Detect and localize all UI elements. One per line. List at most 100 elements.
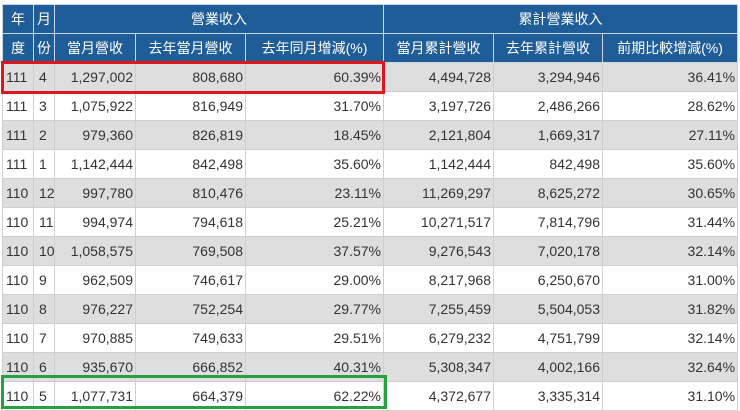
cell-year: 111 <box>2 149 34 179</box>
cell-last-year-cumulative-revenue: 3,335,314 <box>493 381 603 411</box>
cell-last-year-cumulative-revenue: 1,669,317 <box>493 120 603 150</box>
cell-last-year-cumulative-revenue: 7,020,178 <box>493 236 603 266</box>
cell-month: 4 <box>33 62 55 92</box>
cell-month: 7 <box>33 323 55 353</box>
cell-last-year-monthly-revenue: 666,852 <box>135 352 246 382</box>
cell-cumulative-change: 31.44% <box>601 207 739 237</box>
table-row: 111 1 1,142,444 842,498 35.60% 1,142,444… <box>2 149 739 179</box>
header-row-bottom: 度 份 當月營收 去年當月營收 去年同月增減(%) 當月累計營收 去年累計營收 … <box>2 33 739 63</box>
cell-year: 110 <box>2 323 34 353</box>
cell-year: 110 <box>2 178 34 208</box>
cell-month: 10 <box>33 236 55 266</box>
cell-year: 111 <box>2 120 34 150</box>
cell-year: 110 <box>2 236 34 266</box>
cell-monthly-revenue: 979,360 <box>54 120 136 150</box>
cell-monthly-revenue: 997,780 <box>54 178 136 208</box>
cell-last-year-cumulative-revenue: 2,486,266 <box>493 91 603 121</box>
header-month-top: 月 <box>33 4 55 34</box>
cell-last-year-monthly-revenue: 746,617 <box>135 265 246 295</box>
cell-cumulative-revenue: 4,494,728 <box>383 62 494 92</box>
table-row: 110 9 962,509 746,617 29.00% 8,217,968 6… <box>2 265 739 295</box>
cell-cumulative-change: 32.14% <box>601 236 739 266</box>
cell-cumulative-revenue: 8,217,968 <box>383 265 494 295</box>
cell-cumulative-change: 36.41% <box>601 62 739 92</box>
header-cumulative-change: 前期比較增減(%) <box>601 33 739 63</box>
cell-yoy-change: 31.70% <box>245 91 384 121</box>
table-row: 111 3 1,075,922 816,949 31.70% 3,197,726… <box>2 91 739 121</box>
header-month-bottom: 份 <box>33 33 55 63</box>
cell-yoy-change: 29.00% <box>245 265 384 295</box>
cell-last-year-cumulative-revenue: 4,751,799 <box>493 323 603 353</box>
header-row-top: 年 月 營業收入 累計營業收入 <box>2 4 739 34</box>
header-year-bottom: 度 <box>2 33 34 63</box>
cell-yoy-change: 60.39% <box>245 62 384 92</box>
revenue-table-container: 年 月 營業收入 累計營業收入 度 份 當月營收 去年當月營收 去年同月增減(%… <box>2 4 739 411</box>
header-last-year-monthly-revenue: 去年當月營收 <box>135 33 246 63</box>
cell-cumulative-change: 27.11% <box>601 120 739 150</box>
cell-last-year-monthly-revenue: 808,680 <box>135 62 246 92</box>
cell-cumulative-change: 31.10% <box>601 381 739 411</box>
cell-yoy-change: 37.57% <box>245 236 384 266</box>
cell-last-year-cumulative-revenue: 4,002,166 <box>493 352 603 382</box>
table-row: 110 8 976,227 752,254 29.77% 7,255,459 5… <box>2 294 739 324</box>
cell-monthly-revenue: 976,227 <box>54 294 136 324</box>
cell-monthly-revenue: 1,058,575 <box>54 236 136 266</box>
header-year-top: 年 <box>2 4 34 34</box>
cell-monthly-revenue: 970,885 <box>54 323 136 353</box>
cell-last-year-cumulative-revenue: 3,294,946 <box>493 62 603 92</box>
monthly-revenue-table: 年 月 營業收入 累計營業收入 度 份 當月營收 去年當月營收 去年同月增減(%… <box>2 4 739 411</box>
cell-cumulative-change: 31.00% <box>601 265 739 295</box>
cell-cumulative-revenue: 5,308,347 <box>383 352 494 382</box>
cell-cumulative-revenue: 7,255,459 <box>383 294 494 324</box>
cell-month: 3 <box>33 91 55 121</box>
cell-month: 5 <box>33 381 55 411</box>
table-row: 110 11 994,974 794,618 25.21% 10,271,517… <box>2 207 739 237</box>
cell-year: 110 <box>2 265 34 295</box>
cell-monthly-revenue: 935,670 <box>54 352 136 382</box>
cell-year: 111 <box>2 62 34 92</box>
cell-cumulative-revenue: 4,372,677 <box>383 381 494 411</box>
cell-cumulative-revenue: 3,197,726 <box>383 91 494 121</box>
cell-last-year-cumulative-revenue: 8,625,272 <box>493 178 603 208</box>
cell-cumulative-revenue: 9,276,543 <box>383 236 494 266</box>
cell-yoy-change: 29.77% <box>245 294 384 324</box>
header-monthly-revenue: 當月營收 <box>54 33 136 63</box>
header-group-monthly-revenue: 營業收入 <box>54 4 384 34</box>
cell-last-year-monthly-revenue: 752,254 <box>135 294 246 324</box>
cell-monthly-revenue: 962,509 <box>54 265 136 295</box>
cell-cumulative-change: 35.60% <box>601 149 739 179</box>
cell-last-year-monthly-revenue: 749,633 <box>135 323 246 353</box>
cell-yoy-change: 29.51% <box>245 323 384 353</box>
cell-monthly-revenue: 1,075,922 <box>54 91 136 121</box>
cell-monthly-revenue: 994,974 <box>54 207 136 237</box>
cell-cumulative-change: 32.64% <box>601 352 739 382</box>
cell-year: 110 <box>2 207 34 237</box>
cell-year: 110 <box>2 381 34 411</box>
table-row: 110 5 1,077,731 664,379 62.22% 4,372,677… <box>2 381 739 411</box>
cell-year: 111 <box>2 91 34 121</box>
header-yoy-change: 去年同月增減(%) <box>245 33 384 63</box>
table-row: 111 4 1,297,002 808,680 60.39% 4,494,728… <box>2 62 739 92</box>
header-cumulative-revenue: 當月累計營收 <box>383 33 494 63</box>
cell-last-year-monthly-revenue: 769,508 <box>135 236 246 266</box>
cell-last-year-cumulative-revenue: 842,498 <box>493 149 603 179</box>
cell-last-year-monthly-revenue: 810,476 <box>135 178 246 208</box>
table-row: 110 10 1,058,575 769,508 37.57% 9,276,54… <box>2 236 739 266</box>
cell-cumulative-revenue: 11,269,297 <box>383 178 494 208</box>
cell-yoy-change: 62.22% <box>245 381 384 411</box>
cell-month: 9 <box>33 265 55 295</box>
cell-month: 6 <box>33 352 55 382</box>
cell-cumulative-revenue: 6,279,232 <box>383 323 494 353</box>
cell-last-year-cumulative-revenue: 7,814,796 <box>493 207 603 237</box>
cell-year: 110 <box>2 294 34 324</box>
cell-last-year-monthly-revenue: 816,949 <box>135 91 246 121</box>
header-group-cumulative-revenue: 累計營業收入 <box>382 4 739 34</box>
table-row: 110 7 970,885 749,633 29.51% 6,279,232 4… <box>2 323 739 353</box>
cell-yoy-change: 25.21% <box>245 207 384 237</box>
cell-cumulative-change: 31.82% <box>601 294 739 324</box>
cell-last-year-monthly-revenue: 664,379 <box>135 381 246 411</box>
cell-yoy-change: 40.31% <box>245 352 384 382</box>
cell-monthly-revenue: 1,297,002 <box>54 62 136 92</box>
cell-yoy-change: 35.60% <box>245 149 384 179</box>
cell-year: 110 <box>2 352 34 382</box>
